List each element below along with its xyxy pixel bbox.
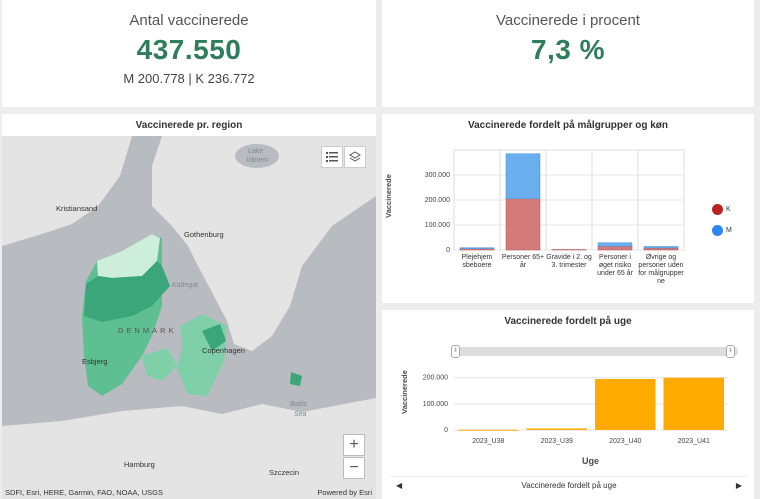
x-tick-label: 2023_U39 bbox=[541, 438, 573, 445]
chart-target-groups-title: Vaccinerede fordelt på målgrupper og køn bbox=[467, 120, 669, 131]
y-tick-label: 100.000 bbox=[423, 401, 448, 408]
bar-m-4 bbox=[643, 246, 679, 249]
bar-m-3 bbox=[597, 242, 633, 247]
kpi-count-value: 437.550 bbox=[136, 34, 242, 65]
prev-chart-button[interactable]: ◀ bbox=[396, 481, 403, 490]
powered-by-esri[interactable]: Powered by Esri bbox=[317, 488, 372, 497]
chart-target-groups: 0 100.000 200.000 300.000 bbox=[425, 149, 685, 254]
bar-k-3 bbox=[597, 246, 633, 251]
category-label: Personer i øget risiko under 65 år bbox=[597, 254, 633, 277]
map-label-kristiansand: Kristiansand bbox=[56, 204, 98, 213]
y-tick-label: 0 bbox=[444, 427, 448, 434]
bar-k-2 bbox=[551, 249, 587, 251]
map-label-denmark: DENMARK bbox=[118, 326, 177, 335]
map-label-copenhagen: Copenhagen bbox=[202, 346, 245, 355]
map-label-lake-2: Vänern bbox=[246, 157, 269, 164]
list-icon bbox=[326, 152, 338, 162]
x-tick-label: 2023_U41 bbox=[678, 438, 710, 445]
map-label-sea: Sea bbox=[294, 411, 307, 418]
carousel-footer: ◀ Vaccinerede fordelt på uge ▶ bbox=[390, 476, 748, 496]
zoom-in-button[interactable]: + bbox=[343, 434, 365, 456]
category-label: Øvrige og personer uden for målgrupper n… bbox=[638, 254, 684, 285]
bar-week-1 bbox=[526, 428, 587, 430]
legend-m-label: M bbox=[726, 227, 732, 234]
map-label-baltic: Baltic bbox=[290, 401, 308, 408]
chart-weekly-xlabel: Uge bbox=[582, 456, 600, 466]
bar-m-1 bbox=[505, 153, 541, 199]
y-tick-label: 0 bbox=[446, 247, 450, 254]
kpi-count-gender-split: M 200.778 | K 236.772 bbox=[123, 71, 255, 86]
layers-icon bbox=[349, 151, 361, 162]
map-label-kattegat: Kattegat bbox=[172, 282, 199, 289]
x-tick-label: 2023_U40 bbox=[609, 438, 641, 445]
layers-button[interactable] bbox=[344, 146, 366, 168]
x-tick-label: 2023_U38 bbox=[472, 438, 504, 445]
kpi-percent-value: 7,3 % bbox=[530, 34, 606, 65]
bar-week-3 bbox=[663, 377, 724, 430]
kpi-card-count: Antal vaccinerede 437.550 M 200.778 | K … bbox=[2, 0, 376, 107]
map-label-gothenburg: Gothenburg bbox=[184, 230, 224, 239]
bar-k-1 bbox=[505, 198, 541, 251]
carousel-label: Vaccinerede fordelt på uge bbox=[521, 481, 617, 490]
chart-target-groups-ylabel: Vaccinerede bbox=[384, 174, 393, 218]
map-canvas[interactable] bbox=[2, 136, 376, 499]
category-label: Gravide i 2. og 3. trimester bbox=[546, 254, 592, 269]
map-title: Vaccinerede pr. region bbox=[135, 120, 243, 131]
legend-k-label: K bbox=[726, 206, 731, 213]
chart-weekly-panel: Vaccinerede fordelt på uge ‖ ‖ 0 100.000 2… bbox=[382, 310, 754, 499]
legend-m-dot[interactable] bbox=[712, 225, 723, 236]
chart-target-groups-panel: Vaccinerede fordelt på målgrupper og køn… bbox=[382, 114, 754, 303]
map-label-hamburg: Hamburg bbox=[124, 460, 155, 469]
map-label-lake-1: Lake bbox=[248, 148, 264, 155]
legend-list-button[interactable] bbox=[321, 146, 343, 168]
map-label-szczecin: Szczecin bbox=[269, 468, 300, 477]
bar-week-2 bbox=[595, 379, 656, 430]
kpi-percent-title: Vaccinerede i procent bbox=[496, 12, 640, 29]
bar-k-4 bbox=[643, 247, 679, 251]
kpi-card-percent: Vaccinerede i procent 7,3 % bbox=[382, 0, 754, 107]
map-label-esbjerg: Esbjerg bbox=[82, 357, 108, 366]
map-panel: Vaccinerede pr. region Kristiansand Goth… bbox=[2, 114, 376, 499]
range-slider-left-handle[interactable]: ‖ bbox=[451, 345, 460, 358]
bar-week-0 bbox=[458, 429, 519, 431]
zoom-out-button[interactable]: − bbox=[343, 457, 365, 479]
next-chart-button[interactable]: ▶ bbox=[735, 481, 742, 490]
chart-weekly-title: Vaccinerede fordelt på uge bbox=[504, 316, 632, 327]
chart-weekly-ylabel: Vaccinerede bbox=[400, 370, 409, 414]
y-tick-label: 300.000 bbox=[425, 172, 450, 179]
map-attribution: SDFI, Esri, HERE, Garmin, FAO, NOAA, USG… bbox=[5, 488, 163, 497]
chart-weekly: 0 100.000 200.000 2023_U38 2023_U39 2023_U40 2… bbox=[423, 375, 728, 445]
category-label: Personer 65+ år bbox=[501, 254, 545, 269]
category-label: Plejehjem sbeboere bbox=[461, 254, 493, 269]
y-tick-label: 200.000 bbox=[423, 375, 448, 382]
legend-k-dot[interactable] bbox=[712, 204, 723, 215]
range-slider-right-handle[interactable]: ‖ bbox=[726, 345, 735, 358]
bar-m-0 bbox=[459, 247, 495, 249]
y-tick-label: 100.000 bbox=[425, 222, 450, 229]
kpi-count-title: Antal vaccinerede bbox=[129, 12, 249, 29]
range-slider-track[interactable] bbox=[454, 347, 738, 356]
y-tick-label: 200.000 bbox=[425, 197, 450, 204]
